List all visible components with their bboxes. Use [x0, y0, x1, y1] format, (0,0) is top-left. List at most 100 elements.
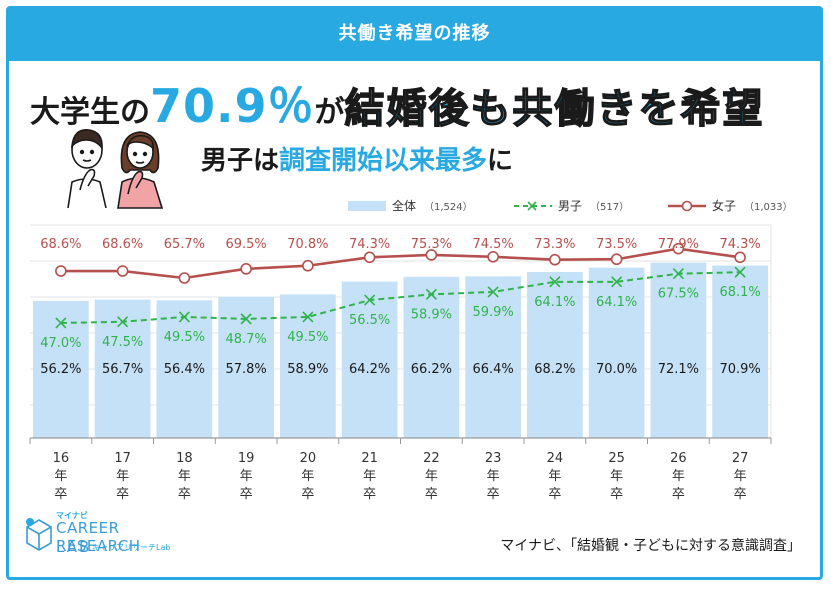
x-tick-label: 16: [53, 451, 70, 466]
male-point-2: [117, 316, 129, 328]
female-point-12: [734, 251, 746, 264]
x-tick-label: 年: [178, 469, 191, 484]
x-tick-label: 卒: [487, 487, 500, 502]
x-tick-label: 年: [672, 469, 685, 484]
x-tick-label: 年: [487, 469, 500, 484]
headline-part-1: 大学生の: [30, 95, 150, 130]
x-tick-label: 卒: [240, 487, 253, 502]
female-data-label-6: 74.3%: [349, 237, 390, 252]
legend-item-male: 男子 （517）: [512, 197, 629, 214]
subheadline-part-3: に: [487, 146, 514, 176]
total-data-label-7: 66.2%: [411, 362, 452, 377]
x-tick-label: 19: [238, 451, 255, 466]
total-data-label-4: 57.8%: [225, 362, 266, 377]
x-tick-label: 年: [240, 469, 253, 484]
x-tick-label: 22: [423, 451, 440, 466]
x-tick-label: 卒: [116, 487, 129, 502]
male-series-line: [60, 271, 741, 324]
total-data-label-1: 56.2%: [40, 362, 81, 377]
female-point-5: [302, 259, 314, 272]
headline: 大学生の70.9％が結婚後も共働きを希望: [30, 70, 810, 133]
female-data-label-1: 68.6%: [40, 237, 81, 252]
bar-total-11: [650, 262, 707, 438]
subheadline: 男子は調査開始以来最多に: [201, 140, 513, 177]
subheadline-highlight: 調査開始以来最多: [279, 146, 488, 176]
female-data-label-3: 65.7%: [164, 237, 205, 252]
female-point-7: [425, 249, 438, 261]
x-tick-label: 年: [116, 469, 129, 484]
legend-female-count: （1,033）: [744, 202, 793, 213]
total-bars: [33, 262, 768, 438]
x-tick-label: 年: [610, 469, 623, 484]
x-tick-label: 卒: [363, 487, 376, 502]
total-data-label-12: 70.9%: [719, 362, 760, 377]
male-point-5: [302, 311, 314, 323]
x-tick-label: 卒: [301, 487, 314, 502]
x-tick-label: 年: [54, 469, 67, 484]
legend-total-label: 全体: [392, 199, 417, 213]
male-data-label-2: 47.5%: [102, 335, 143, 350]
female-data-label-9: 73.3%: [534, 237, 575, 252]
legend-item-female: 女子 （1,033）: [666, 197, 793, 214]
bar-total-12: [712, 265, 768, 438]
legend-item-total: 全体 （1,524）: [346, 197, 473, 214]
logo-sub-text: LAB: [56, 538, 92, 556]
source-citation: マイナビ、「結婚観・子どもに対する意識調査」: [500, 538, 801, 554]
male-data-label-10: 64.1%: [596, 295, 637, 310]
female-point-9: [549, 253, 561, 266]
bar-total-3: [156, 300, 213, 438]
male-data-label-5: 49.5%: [287, 330, 328, 345]
logo-kana-text: キャリアリサーチLab: [92, 543, 171, 552]
female-point-3: [178, 272, 191, 284]
x-tick-label: 20: [300, 451, 317, 466]
bar-total-6: [341, 281, 398, 438]
bar-total-8: [465, 276, 521, 438]
female-point-10: [610, 253, 623, 266]
x-tick-label: 卒: [610, 487, 623, 502]
male-point-6: [364, 294, 376, 306]
chart-gridlines: [30, 224, 772, 438]
legend-male-label: 男子: [558, 199, 583, 213]
female-series-line: [60, 247, 741, 280]
x-tick-label: 年: [363, 469, 376, 484]
x-tick-label: 卒: [54, 487, 67, 502]
x-tick-label: 卒: [178, 487, 191, 502]
male-data-label-4: 48.7%: [225, 332, 266, 347]
x-tick-label: 26: [670, 451, 687, 466]
x-tick-label: 年: [301, 469, 314, 484]
girl-illustration: [117, 131, 164, 209]
female-data-label-2: 68.6%: [102, 237, 143, 252]
legend-total-count: （1,524）: [424, 202, 473, 213]
female-data-label-10: 73.5%: [596, 237, 637, 252]
male-data-label-1: 47.0%: [40, 336, 81, 351]
legend-bar-swatch: [348, 200, 386, 211]
x-tick-label: 卒: [425, 487, 438, 502]
boy-illustration: [67, 129, 107, 209]
male-point-3: [178, 311, 190, 323]
male-point-4: [240, 313, 252, 325]
total-data-label-11: 72.1%: [658, 362, 699, 377]
x-tick-label: 年: [425, 469, 438, 484]
cube-logo-icon: [26, 518, 52, 551]
x-tick-label: 卒: [734, 487, 747, 502]
male-point-9: [549, 276, 561, 288]
total-data-label-5: 58.9%: [287, 362, 328, 377]
subheadline-part-1: 男子は: [201, 146, 280, 176]
logo-small-text: マイナビ: [56, 511, 88, 520]
bar-total-7: [403, 276, 460, 438]
legend-male-count: （517）: [590, 202, 630, 213]
female-point-11: [672, 242, 685, 255]
students-illustration: [67, 129, 164, 209]
bar-total-9: [527, 271, 583, 438]
total-data-label-9: 68.2%: [534, 362, 575, 377]
female-data-label-5: 70.8%: [287, 237, 328, 252]
legend-male-swatch: [514, 200, 552, 211]
female-data-label-7: 75.3%: [411, 237, 452, 252]
x-tick-label: 23: [485, 451, 502, 466]
x-tick-label: 卒: [548, 487, 561, 502]
bar-total-5: [280, 294, 336, 438]
total-data-label-2: 56.7%: [102, 362, 143, 377]
male-point-1: [55, 317, 67, 329]
female-data-label-4: 69.5%: [225, 237, 266, 252]
male-point-8: [487, 286, 499, 298]
